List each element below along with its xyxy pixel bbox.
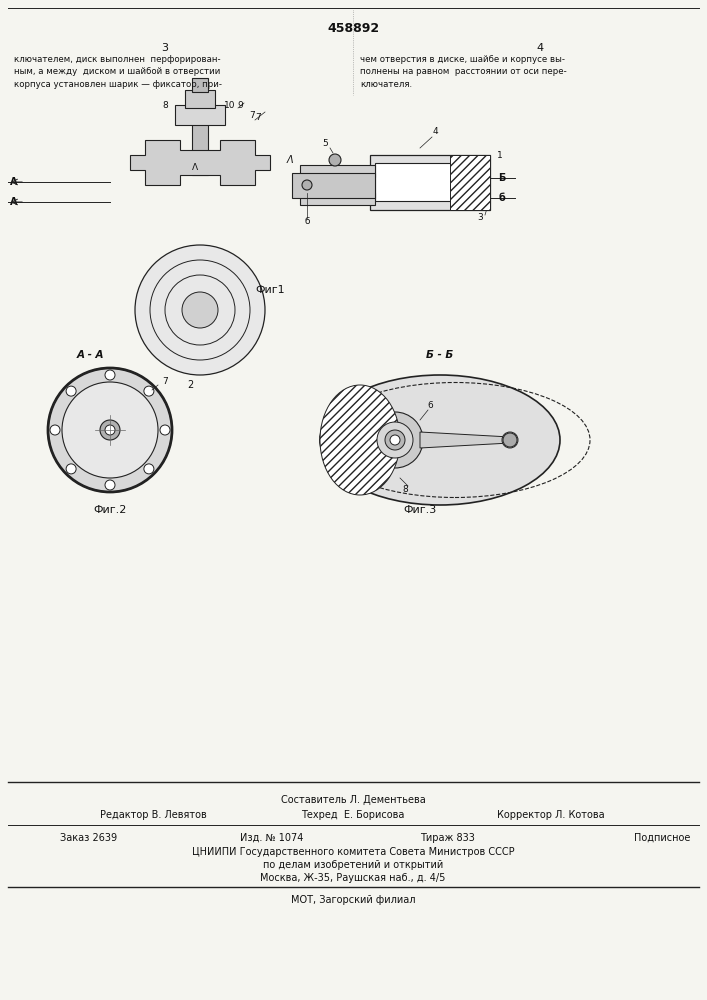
Circle shape	[390, 435, 400, 445]
Bar	[450, 155, 490, 210]
Circle shape	[144, 464, 154, 474]
Text: Фиг.3: Фиг.3	[404, 505, 437, 515]
Text: 9: 9	[237, 101, 243, 109]
Text: б: б	[304, 218, 310, 227]
Polygon shape	[130, 140, 270, 185]
Text: Составитель Л. Дементьева: Составитель Л. Дементьева	[281, 795, 426, 805]
Text: 7: 7	[255, 112, 261, 121]
Text: ЦНИИПИ Государственного комитета Совета Министров СССР: ЦНИИПИ Государственного комитета Совета …	[192, 847, 514, 857]
Circle shape	[66, 386, 76, 396]
Text: Λ: Λ	[192, 163, 198, 172]
Bar	[192, 120, 208, 175]
Circle shape	[367, 412, 423, 468]
Circle shape	[385, 430, 405, 450]
Text: 4: 4	[537, 43, 544, 53]
Circle shape	[503, 433, 517, 447]
Text: по делам изобретений и открытий: по делам изобретений и открытий	[263, 860, 443, 870]
Circle shape	[502, 432, 518, 448]
Text: 1: 1	[497, 150, 503, 159]
Circle shape	[377, 422, 413, 458]
Circle shape	[62, 382, 158, 478]
Circle shape	[100, 420, 120, 440]
Circle shape	[302, 180, 312, 190]
Text: 3: 3	[477, 214, 483, 223]
Text: Б: Б	[498, 173, 506, 183]
Bar	[192, 78, 208, 92]
Text: ключателем, диск выполнен  перфорирован-
ным, а между  диском и шайбой в отверст: ключателем, диск выполнен перфорирован- …	[14, 55, 222, 89]
Circle shape	[50, 425, 60, 435]
Text: Тираж 833: Тираж 833	[420, 833, 475, 843]
Bar	[375, 163, 455, 201]
Circle shape	[66, 464, 76, 474]
Polygon shape	[420, 432, 510, 448]
Text: б: б	[498, 193, 506, 203]
Text: 6: 6	[427, 400, 433, 410]
Text: Корректор Л. Котова: Корректор Л. Котова	[498, 810, 605, 820]
Circle shape	[135, 245, 265, 375]
Bar	[175, 105, 225, 125]
Text: Б - Б: Б - Б	[426, 350, 454, 360]
Circle shape	[105, 370, 115, 380]
Text: 2: 2	[187, 380, 193, 390]
Bar	[300, 165, 375, 177]
Text: 7: 7	[249, 110, 255, 119]
Bar	[292, 173, 375, 198]
Text: Подписное: Подписное	[633, 833, 690, 843]
Bar	[185, 90, 215, 108]
Text: 8: 8	[162, 101, 168, 109]
Circle shape	[105, 425, 115, 435]
Text: Техред  Е. Борисова: Техред Е. Борисова	[301, 810, 404, 820]
Text: МОТ, Загорский филиал: МОТ, Загорский филиал	[291, 895, 415, 905]
Circle shape	[160, 425, 170, 435]
Text: Заказ 2639: Заказ 2639	[60, 833, 117, 843]
Text: А: А	[10, 177, 18, 187]
Ellipse shape	[320, 375, 560, 505]
Ellipse shape	[320, 385, 400, 495]
Circle shape	[105, 480, 115, 490]
Circle shape	[329, 154, 341, 166]
Text: 3: 3	[161, 43, 168, 53]
Text: А: А	[10, 197, 18, 207]
Text: Редактор В. Левятов: Редактор В. Левятов	[100, 810, 206, 820]
Text: 4: 4	[432, 127, 438, 136]
Text: 458892: 458892	[327, 21, 379, 34]
Bar	[300, 193, 375, 205]
Circle shape	[48, 368, 172, 492]
Text: Λ: Λ	[286, 155, 293, 165]
Text: Фиг.2: Фиг.2	[93, 505, 127, 515]
Circle shape	[144, 386, 154, 396]
Text: 5: 5	[322, 138, 328, 147]
Circle shape	[182, 292, 218, 328]
Text: А - А: А - А	[76, 350, 104, 360]
Text: 8: 8	[402, 486, 408, 494]
Bar	[370, 155, 490, 210]
Text: 7: 7	[162, 377, 168, 386]
Text: Москва, Ж-35, Раушская наб., д. 4/5: Москва, Ж-35, Раушская наб., д. 4/5	[260, 873, 445, 883]
Text: чем отверстия в диске, шайбе и корпусе вы-
полнены на равном  расстоянии от оси : чем отверстия в диске, шайбе и корпусе в…	[360, 55, 567, 89]
Text: 10: 10	[224, 101, 235, 109]
Text: Фиг1: Фиг1	[255, 285, 285, 295]
Text: Изд. № 1074: Изд. № 1074	[240, 833, 303, 843]
